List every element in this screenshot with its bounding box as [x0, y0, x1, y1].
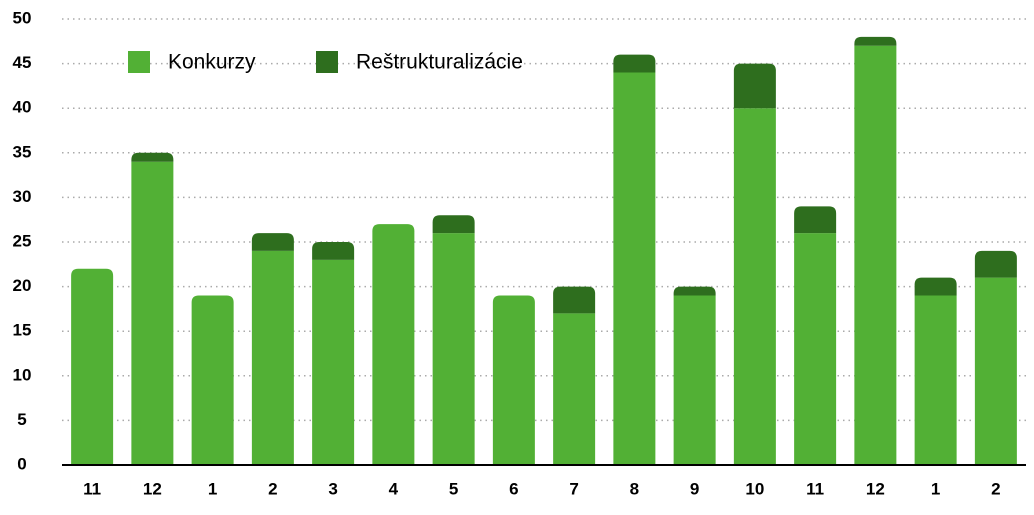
x-tick-label: 12: [866, 479, 885, 498]
y-tick-label: 45: [13, 53, 32, 72]
legend-label: Reštrukturalizácie: [356, 51, 523, 74]
x-tick-label: 5: [449, 479, 458, 498]
bar-segment: [673, 286, 716, 296]
x-tick-label: 2: [991, 479, 1000, 498]
bar-segment: [914, 295, 957, 465]
x-tick-label: 4: [389, 479, 399, 498]
bar-segment: [492, 295, 535, 465]
bar-segment: [131, 161, 174, 465]
bar-segment: [131, 152, 174, 162]
bar-segment: [613, 72, 656, 466]
bar-segment: [974, 277, 1017, 465]
bar-segment: [553, 286, 596, 314]
bar-segment: [974, 250, 1017, 278]
x-tick-label: 11: [83, 479, 101, 498]
bar-segment: [854, 45, 897, 465]
x-tick-label: 12: [143, 479, 162, 498]
legend-swatch: [128, 51, 150, 73]
y-tick-label: 5: [17, 410, 26, 429]
x-tick-label: 3: [328, 479, 337, 498]
bar-segment: [312, 242, 355, 260]
bar-segment: [613, 54, 656, 73]
bar-segment: [251, 233, 294, 251]
bar-segment: [794, 233, 837, 465]
y-tick-label: 25: [13, 231, 32, 250]
bar-segment: [191, 295, 234, 465]
x-tick-label: 9: [690, 479, 699, 498]
bar-segment: [432, 215, 475, 234]
bar-segment: [312, 259, 355, 465]
x-tick-label: 11: [806, 479, 824, 498]
bar-segment: [794, 206, 837, 234]
y-tick-label: 50: [13, 8, 32, 27]
legend-label: Konkurzy: [168, 51, 256, 74]
x-tick-label: 8: [630, 479, 639, 498]
x-tick-label: 7: [569, 479, 578, 498]
y-tick-label: 40: [13, 98, 32, 117]
bar-segment: [854, 36, 897, 46]
bar-segment: [251, 250, 294, 465]
bar-segment: [733, 63, 776, 109]
x-tick-label: 2: [268, 479, 277, 498]
y-tick-label: 20: [13, 276, 32, 295]
y-tick-label: 35: [13, 142, 32, 161]
bar-segment: [914, 277, 957, 296]
y-tick-label: 0: [17, 454, 26, 473]
bar-segment: [372, 224, 415, 465]
bar-segment: [553, 313, 596, 465]
x-tick-label: 6: [509, 479, 518, 498]
bar-segment: [71, 268, 114, 465]
x-tick-label: 1: [208, 479, 217, 498]
y-tick-label: 10: [13, 365, 32, 384]
x-tick-label: 10: [745, 479, 764, 498]
bar-segment: [432, 233, 475, 465]
y-tick-label: 15: [13, 321, 32, 340]
bar-segment: [673, 295, 716, 465]
legend-swatch: [316, 51, 338, 73]
x-tick-label: 1: [931, 479, 940, 498]
bar-segment: [733, 108, 776, 465]
y-tick-label: 30: [13, 187, 32, 206]
